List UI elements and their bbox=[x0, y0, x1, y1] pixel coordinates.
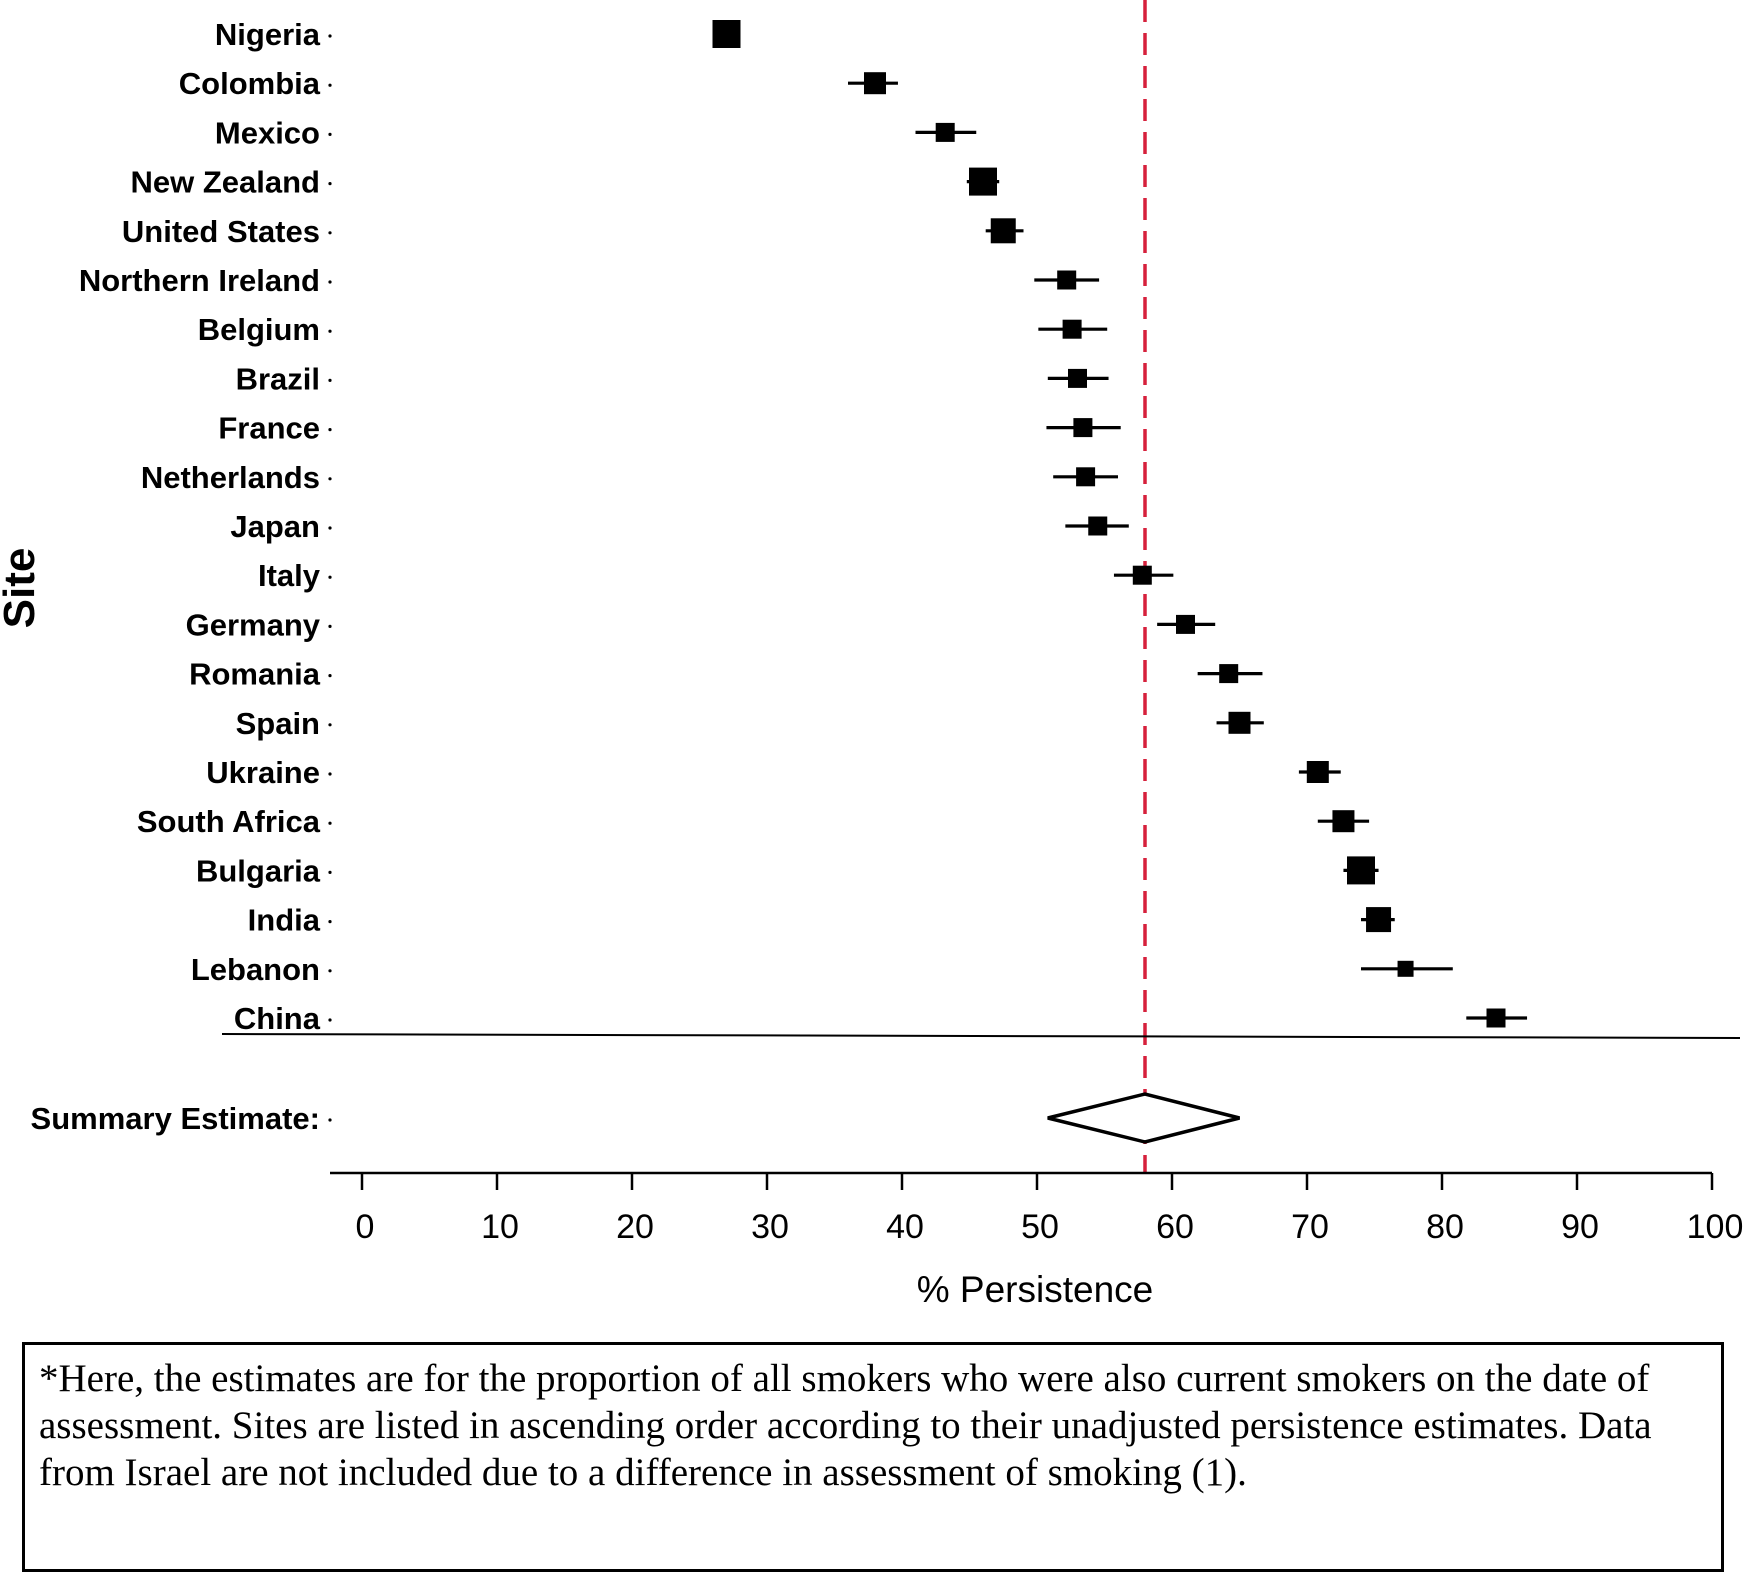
summary-label: Summary Estimate: bbox=[31, 1101, 320, 1136]
label-leader-dot bbox=[328, 969, 332, 973]
label-leader-dot bbox=[328, 182, 332, 186]
site-label: Belgium bbox=[198, 312, 320, 347]
label-leader-dot bbox=[328, 624, 332, 629]
point-estimate bbox=[1219, 664, 1239, 684]
label-leader-dot bbox=[328, 329, 332, 333]
point-estimate bbox=[1332, 810, 1355, 833]
x-axis-label: % Persistence bbox=[917, 1269, 1154, 1310]
point-estimate bbox=[969, 167, 997, 196]
site-label: Northern Ireland bbox=[79, 263, 320, 298]
x-tick-label: 30 bbox=[751, 1208, 789, 1246]
x-tick-label: 100 bbox=[1687, 1208, 1744, 1246]
point-estimate bbox=[990, 218, 1016, 244]
site-label: Germany bbox=[186, 607, 321, 642]
site-label: India bbox=[248, 903, 321, 938]
x-tick-label: 80 bbox=[1426, 1208, 1464, 1246]
site-label: Italy bbox=[258, 558, 321, 593]
site-label: Japan bbox=[230, 509, 320, 544]
label-leader-dot bbox=[328, 674, 332, 678]
point-estimate bbox=[864, 72, 886, 95]
point-estimate bbox=[1347, 856, 1375, 885]
x-tick-label: 50 bbox=[1021, 1208, 1059, 1246]
point-estimate bbox=[1073, 418, 1093, 438]
label-leader-dot bbox=[328, 526, 332, 530]
x-tick-label: 40 bbox=[886, 1208, 924, 1246]
point-estimate bbox=[1062, 319, 1082, 339]
label-leader-dot bbox=[328, 378, 332, 382]
point-estimate bbox=[1088, 516, 1108, 536]
x-tick-label: 10 bbox=[481, 1208, 519, 1246]
point-estimate bbox=[1306, 761, 1329, 783]
point-estimate bbox=[1366, 907, 1392, 933]
label-leader-dot bbox=[328, 723, 332, 727]
label-leader-dot bbox=[328, 870, 332, 875]
site-label: New Zealand bbox=[131, 165, 321, 200]
label-leader-dot bbox=[328, 477, 332, 481]
site-label: Mexico bbox=[215, 115, 320, 150]
x-tick-label: 90 bbox=[1561, 1208, 1599, 1246]
point-estimate bbox=[712, 20, 741, 48]
label-leader-dot bbox=[328, 821, 332, 825]
site-label: Lebanon bbox=[191, 952, 320, 987]
footnote: *Here, the estimates are for the proport… bbox=[22, 1342, 1724, 1572]
label-leader-dot bbox=[328, 920, 332, 924]
point-estimate bbox=[1076, 467, 1096, 487]
summary-diamond bbox=[1047, 1092, 1240, 1144]
label-leader-dot bbox=[328, 231, 332, 235]
label-leader-dot bbox=[328, 575, 332, 579]
plot-area: Nigeria Colombia Mexico New Zealand United S… bbox=[31, 0, 1744, 1246]
site-label: United States bbox=[122, 214, 320, 249]
label-leader-dot bbox=[328, 1118, 332, 1122]
point-estimate bbox=[1057, 270, 1077, 290]
x-tick-label: 0 bbox=[356, 1208, 375, 1246]
label-leader-dot bbox=[328, 772, 332, 776]
site-label: France bbox=[218, 411, 320, 446]
site-label: Netherlands bbox=[141, 460, 320, 495]
point-estimate bbox=[935, 122, 955, 142]
x-tick-label: 70 bbox=[1291, 1208, 1329, 1246]
label-leader-dot bbox=[328, 83, 332, 87]
x-tick-label: 60 bbox=[1156, 1208, 1194, 1246]
point-estimate bbox=[1397, 960, 1414, 977]
y-axis-label: Site bbox=[0, 548, 44, 629]
point-estimate bbox=[1228, 711, 1251, 734]
forest-plot: Nigeria Colombia Mexico New Zealand United S… bbox=[0, 0, 1744, 1310]
point-estimate bbox=[1132, 565, 1152, 585]
label-leader-dot bbox=[328, 428, 332, 432]
site-label: Nigeria bbox=[215, 17, 321, 52]
site-label: Spain bbox=[236, 706, 320, 741]
separator-line bbox=[221, 1033, 1741, 1039]
label-leader-dot bbox=[328, 1018, 332, 1022]
site-label: Colombia bbox=[179, 66, 321, 101]
site-label: Bulgaria bbox=[196, 853, 321, 888]
site-label: South Africa bbox=[137, 804, 321, 839]
x-tick-label: 20 bbox=[616, 1208, 654, 1246]
point-estimate bbox=[1176, 614, 1195, 634]
site-label: Brazil bbox=[236, 361, 320, 396]
label-leader-dot bbox=[328, 132, 332, 136]
point-estimate bbox=[1486, 1008, 1506, 1028]
point-estimate bbox=[1068, 368, 1087, 388]
site-label: Romania bbox=[189, 657, 321, 692]
site-label: Ukraine bbox=[206, 755, 320, 790]
site-label: China bbox=[234, 1001, 321, 1036]
label-leader-dot bbox=[328, 34, 332, 38]
label-leader-dot bbox=[328, 280, 332, 284]
